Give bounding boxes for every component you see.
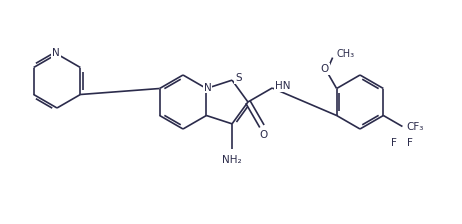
Text: NH₂: NH₂ xyxy=(222,155,242,165)
Text: N: N xyxy=(203,82,211,93)
Text: N: N xyxy=(52,48,60,58)
Text: HN: HN xyxy=(275,81,291,91)
Text: F: F xyxy=(391,138,397,147)
Text: O: O xyxy=(321,64,329,74)
Text: F: F xyxy=(407,138,413,147)
Text: CF₃: CF₃ xyxy=(407,121,424,131)
Text: S: S xyxy=(235,73,242,83)
Text: O: O xyxy=(260,130,268,140)
Text: CH₃: CH₃ xyxy=(337,49,355,59)
